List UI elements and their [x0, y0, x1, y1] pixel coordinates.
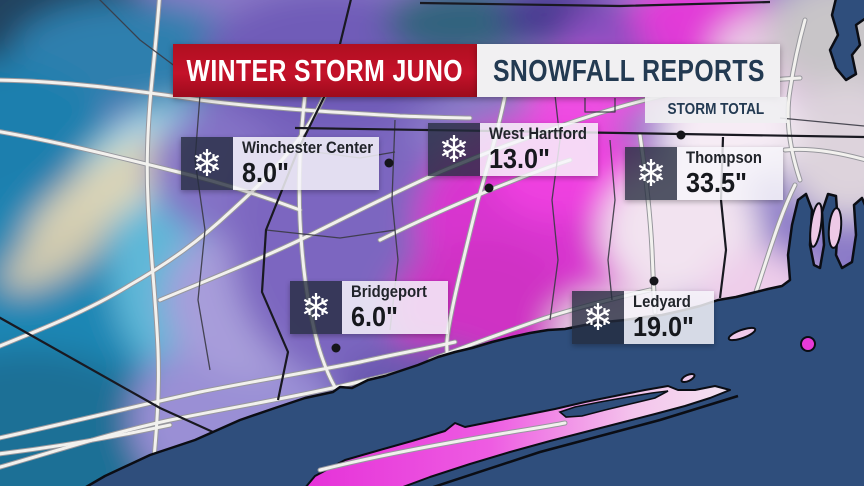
snowflake-icon: ❄: [625, 147, 677, 200]
report-callout-bridgeport: ❄ Bridgeport 6.0": [290, 281, 448, 334]
storm-name-banner: WINTER STORM JUNO: [173, 44, 477, 97]
report-city: Winchester Center: [242, 139, 374, 158]
narragansett-bay-upper: [828, 0, 864, 82]
report-city: West Hartford: [489, 125, 587, 144]
report-location-dot: [384, 158, 394, 168]
report-city: Bridgeport: [351, 283, 427, 302]
report-city: Thompson: [686, 149, 762, 168]
storm-total-tag: STORM TOTAL: [645, 97, 787, 123]
report-city: Ledyard: [633, 293, 691, 312]
report-amount: 8.0": [242, 157, 289, 189]
snowflake-icon: ❄: [428, 123, 480, 176]
report-callout-winchester-center: ❄ Winchester Center 8.0": [181, 137, 379, 190]
snowflake-icon: ❄: [181, 137, 233, 190]
long-island: [305, 385, 731, 486]
report-location-dot: [484, 183, 494, 193]
report-location-dot: [676, 130, 686, 140]
storm-total-label: STORM TOTAL: [667, 101, 765, 118]
report-location-dot: [649, 276, 659, 286]
report-amount: 13.0": [489, 143, 551, 175]
report-callout-thompson: ❄ Thompson 33.5": [625, 147, 783, 200]
snowfall-reports-banner: SNOWFALL REPORTS: [477, 44, 780, 97]
storm-name-label: WINTER STORM JUNO: [186, 52, 464, 88]
panel-title-label: SNOWFALL REPORTS: [492, 52, 765, 88]
snowflake-icon: ❄: [572, 291, 624, 344]
report-amount: 6.0": [351, 301, 398, 333]
report-amount: 19.0": [633, 311, 695, 343]
peconic-bay: [558, 390, 669, 418]
report-location-dot: [331, 343, 341, 353]
snowflake-icon: ❄: [290, 281, 342, 334]
barrier-beach: [432, 394, 739, 486]
report-amount: 33.5": [686, 167, 748, 199]
report-callout-west-hartford: ❄ West Hartford 13.0": [428, 123, 598, 176]
report-callout-ledyard: ❄ Ledyard 19.0": [572, 291, 714, 344]
report-location-dots: [331, 130, 686, 353]
offshore-islands: [680, 202, 843, 384]
